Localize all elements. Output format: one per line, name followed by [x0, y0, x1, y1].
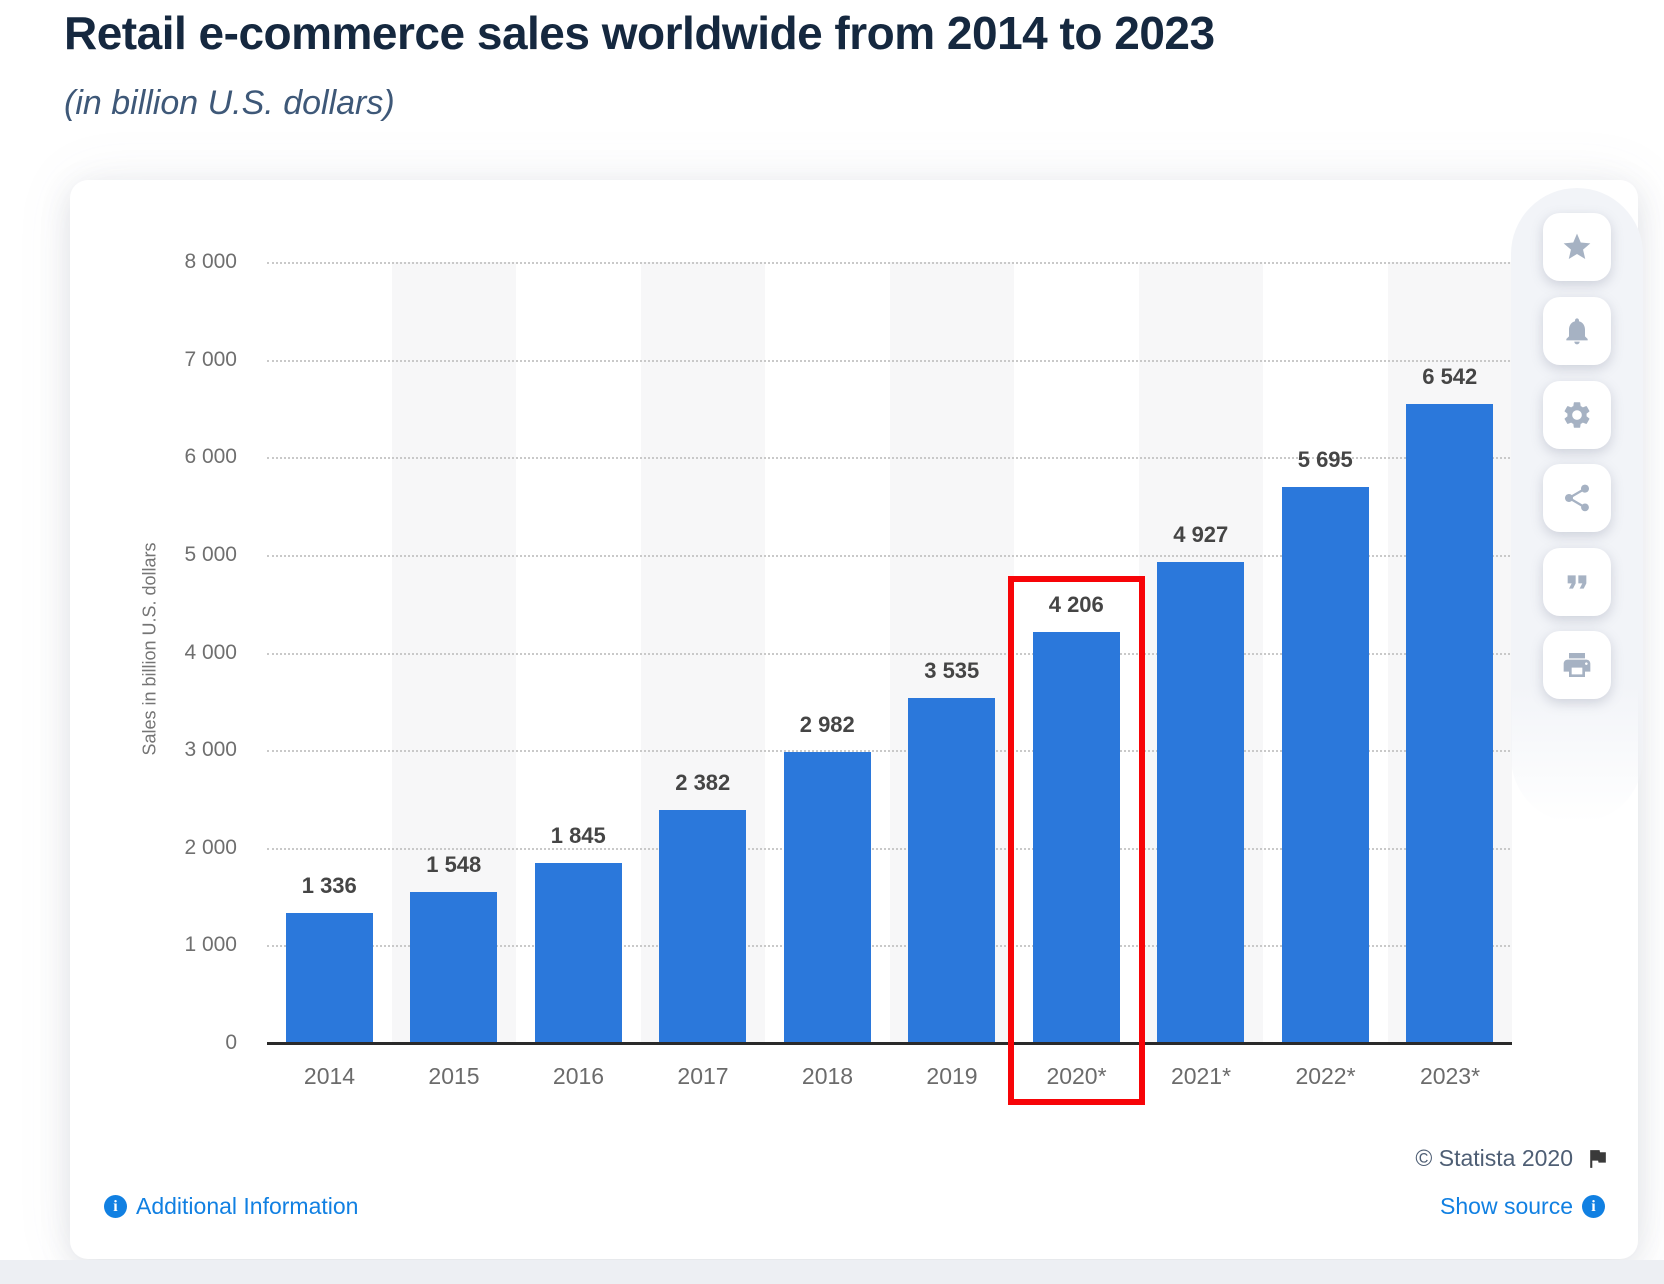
bar-2018[interactable] — [783, 751, 871, 1043]
flag-icon[interactable] — [1585, 1146, 1610, 1171]
y-tick-label: 5 000 — [184, 542, 237, 566]
x-tick-label: 2014 — [303, 1063, 356, 1089]
x-tick-label: 2023* — [1419, 1063, 1481, 1089]
dotted-gridline — [267, 457, 1510, 460]
bar-2023*[interactable] — [1406, 404, 1494, 1043]
gear-button[interactable] — [1543, 381, 1611, 449]
bar-value-label: 3 535 — [924, 657, 980, 683]
y-tick-label: 0 — [225, 1031, 237, 1054]
show-source-label: Show source — [1440, 1193, 1573, 1219]
bar-value-label: 1 845 — [550, 822, 606, 848]
y-tick-label: 1 000 — [184, 933, 237, 957]
dotted-gridline — [267, 359, 1510, 362]
bell-icon — [1566, 318, 1588, 345]
x-tick-label: 2015 — [428, 1063, 480, 1089]
info-icon: i — [1582, 1195, 1605, 1218]
dotted-gridline — [267, 262, 1510, 264]
x-tick-label: 2022* — [1295, 1063, 1356, 1089]
x-tick-label: 2021* — [1170, 1063, 1232, 1089]
credit-text: © Statista 2020 — [1415, 1145, 1573, 1171]
x-tick-label: 2020* — [1046, 1063, 1107, 1089]
dotted-gridline — [267, 652, 1510, 655]
statista-credit: © Statista 2020 — [1415, 1145, 1610, 1172]
star-icon — [1563, 233, 1591, 259]
x-axis-line — [267, 1042, 1512, 1045]
bar-value-label: 4 206 — [1048, 592, 1104, 618]
bar-value-label: 6 542 — [1422, 364, 1478, 390]
quote-button[interactable] — [1543, 548, 1611, 616]
additional-information-link[interactable]: i Additional Information — [104, 1193, 358, 1220]
bar-2022*[interactable] — [1281, 487, 1369, 1043]
page-subtitle: (in billion U.S. dollars) — [64, 84, 395, 122]
highlight-box-2020* — [1007, 576, 1145, 1105]
x-tick-label: 2017 — [677, 1063, 729, 1089]
star-button[interactable] — [1543, 213, 1611, 281]
bar-2020*[interactable] — [1032, 632, 1120, 1043]
bar-value-label: 2 382 — [675, 770, 731, 796]
dotted-gridline — [267, 945, 1510, 948]
y-tick-label: 2 000 — [184, 835, 237, 859]
bar-2014[interactable] — [285, 912, 373, 1043]
y-tick-label: 7 000 — [184, 347, 237, 371]
bar-value-label: 5 695 — [1297, 447, 1353, 473]
chart-toolbar — [1511, 188, 1643, 823]
dotted-gridline — [267, 847, 1510, 850]
quote-icon — [1567, 575, 1587, 589]
share-icon — [1565, 484, 1589, 512]
gear-icon — [1564, 402, 1590, 428]
x-tick-label: 2016 — [552, 1063, 605, 1089]
y-tick-label: 4 000 — [184, 640, 237, 664]
bar-2019[interactable] — [908, 697, 996, 1043]
info-icon: i — [104, 1195, 127, 1218]
show-source-link[interactable]: Show source i — [1440, 1193, 1605, 1220]
bar-2015[interactable] — [410, 891, 498, 1043]
x-tick-label: 2018 — [801, 1063, 854, 1089]
bar-2021*[interactable] — [1157, 562, 1245, 1043]
page-background-band — [0, 1260, 1664, 1284]
plot-area: 0 1 000 2 000 3 000 4 000 5 000 6 000 7 000 8 00… — [184, 250, 1512, 1105]
dotted-gridline — [267, 750, 1510, 753]
printer-button[interactable] — [1543, 631, 1611, 699]
y-tick-label: 3 000 — [184, 738, 237, 762]
bar-value-label: 1 548 — [426, 851, 482, 877]
bar-value-label: 4 927 — [1173, 522, 1229, 547]
y-tick-label: 6 000 — [184, 445, 237, 469]
bar-2016[interactable] — [534, 862, 622, 1043]
bar-2017[interactable] — [659, 810, 747, 1043]
bar-value-label: 1 336 — [301, 872, 357, 898]
bar-value-label: 2 982 — [799, 711, 855, 737]
share-button[interactable] — [1543, 464, 1611, 532]
x-tick-label: 2019 — [926, 1063, 978, 1089]
y-tick-label: 8 000 — [184, 250, 237, 273]
page-title: Retail e-commerce sales worldwide from 2… — [64, 7, 1215, 59]
dotted-gridline — [267, 554, 1510, 557]
additional-information-label: Additional Information — [136, 1193, 359, 1219]
printer-icon — [1563, 653, 1591, 677]
bell-button[interactable] — [1543, 297, 1611, 365]
